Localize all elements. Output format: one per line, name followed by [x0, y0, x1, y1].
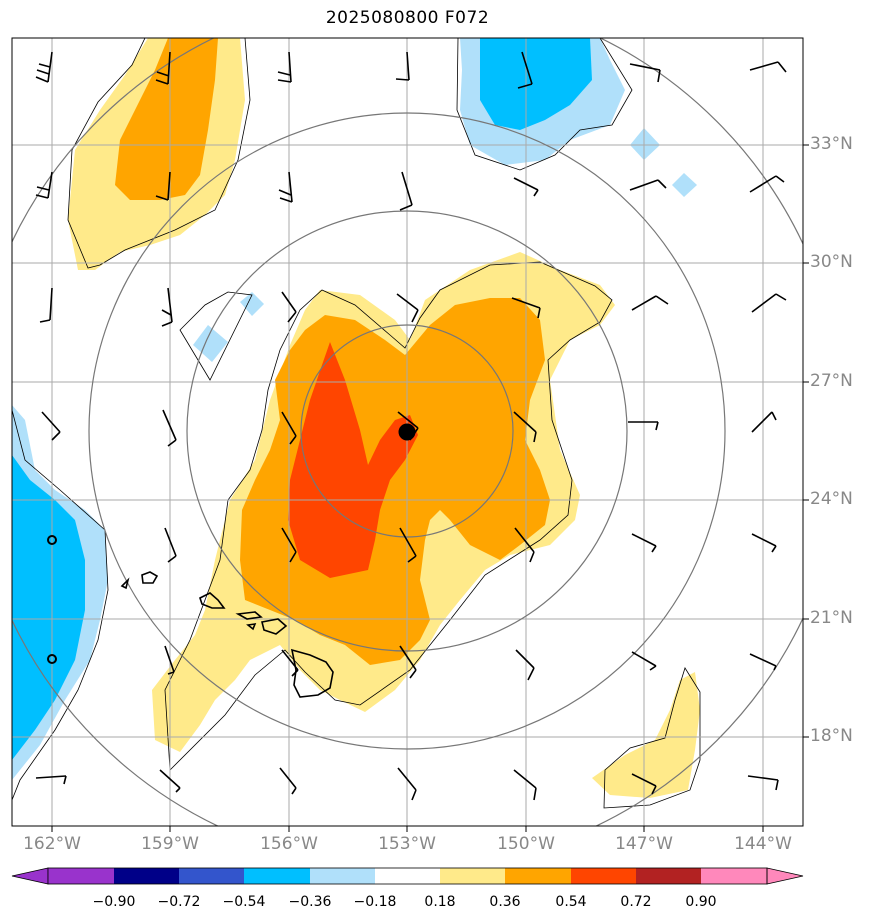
colorbar-tick-3: −0.54 [222, 894, 266, 910]
colorbar-extend-low [11, 867, 49, 885]
lat-label-21n: 21°N [810, 608, 853, 628]
lat-label-24n: 24°N [810, 489, 853, 509]
contour-lines [12, 38, 701, 809]
shading-positive-strong [288, 342, 418, 578]
colorbar-extend-high [766, 867, 804, 885]
colorbar-tick-4: −0.36 [288, 894, 332, 910]
shading-negative-mid [12, 38, 592, 760]
map-plot [11, 37, 809, 832]
colorbar-tick-10: 0.90 [685, 894, 717, 910]
colorbar-tick-2: −0.72 [157, 894, 201, 910]
colorbar-bin-7 [440, 868, 505, 884]
colorbar-tick-5: −0.18 [353, 894, 397, 910]
lat-label-30n: 30°N [810, 252, 853, 272]
lat-label-33n: 33°N [810, 134, 853, 154]
colorbar-bin-1 [48, 868, 114, 884]
colorbar-bin-9 [571, 868, 636, 884]
graticule [12, 38, 803, 826]
colorbar-bin-10 [636, 868, 701, 884]
lat-label-18n: 18°N [810, 726, 853, 746]
island-coastlines [120, 571, 334, 698]
lon-label-153w: 153°W [378, 834, 436, 854]
lon-label-150w: 150°W [497, 834, 555, 854]
colorbar-tick-7: 0.36 [489, 894, 521, 910]
colorbar-tick-8: 0.54 [555, 894, 587, 910]
colorbar-bin-3 [179, 868, 244, 884]
lon-label-156w: 156°W [260, 834, 318, 854]
colorbar-bin-4 [244, 868, 310, 884]
map-title: 2025080800 F072 [325, 8, 490, 28]
lat-label-27n: 27°N [810, 371, 853, 391]
colorbar [11, 867, 804, 885]
colorbar-bin-2 [114, 868, 179, 884]
axis-ticks [51, 144, 809, 832]
lon-label-159w: 159°W [141, 834, 199, 854]
colorbar-bin-11 [701, 868, 767, 884]
colorbar-tick-6: 0.18 [424, 894, 456, 910]
colorbar-bin-6 [375, 868, 440, 884]
range-rings [12, 38, 803, 826]
wind-barbs [35, 51, 787, 801]
colorbar-tick-1: −0.90 [92, 894, 136, 910]
lon-label-147w: 147°W [615, 834, 673, 854]
station-markers [47, 535, 57, 664]
lon-label-144w: 144°W [734, 834, 792, 854]
colorbar-frame [47, 867, 768, 885]
lon-label-162w: 162°W [23, 834, 81, 854]
colorbar-bin-5 [310, 868, 375, 884]
storm-center-marker [398, 423, 416, 441]
colorbar-tick-9: 0.72 [620, 894, 652, 910]
colorbar-bin-8 [505, 868, 571, 884]
